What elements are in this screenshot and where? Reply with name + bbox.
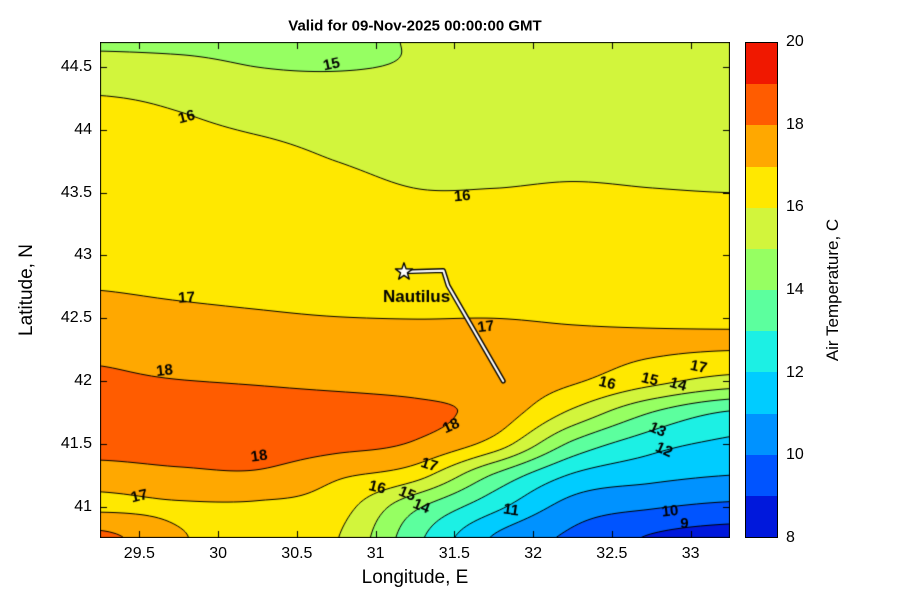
colorbar-tick-label: 10: [786, 446, 804, 464]
x-tick-label: 29.5: [123, 545, 155, 562]
x-tick-label: 32: [524, 545, 543, 562]
x-axis-label: Longitude, E: [361, 567, 469, 588]
colorbar-band: [746, 454, 777, 496]
colorbar-band: [746, 372, 777, 414]
colorbar-tick-label: 20: [786, 33, 804, 50]
colorbar-band: [746, 166, 777, 208]
colorbar-tick-label: 16: [786, 198, 804, 216]
y-tick-label: 41.5: [60, 434, 92, 452]
y-tick-label: 44.5: [60, 58, 92, 76]
colorbar-label: Air Temperature, C: [823, 218, 842, 362]
colorbar-tick-label: 18: [786, 115, 804, 133]
x-tick-label: 33: [681, 545, 700, 562]
colorbar-band: [746, 413, 777, 455]
colorbar-tick-label: 12: [786, 363, 804, 381]
colorbar-band: [746, 125, 777, 167]
contour-plot-canvas: [100, 42, 730, 538]
colorbar-band: [746, 207, 777, 249]
colorbar-tick-label: 14: [786, 281, 804, 298]
x-tick-label: 32.5: [596, 545, 628, 562]
colorbar-band: [746, 495, 777, 538]
y-tick-label: 43: [74, 246, 92, 264]
x-tick-label: 31.5: [438, 545, 470, 562]
colorbar-band: [746, 331, 777, 373]
y-tick-label: 42: [74, 372, 92, 390]
y-tick-label: 43.5: [60, 183, 92, 201]
colorbar: [745, 42, 778, 538]
colorbar-band: [746, 84, 777, 126]
x-tick-label: 30.5: [281, 545, 313, 562]
y-tick-label: 42.5: [60, 309, 92, 327]
colorbar-tick-label: 8: [786, 529, 795, 546]
plot-title: Valid for 09-Nov-2025 00:00:00 GMT: [288, 17, 542, 35]
colorbar-band: [746, 43, 777, 85]
colorbar-band: [746, 248, 777, 291]
x-tick-label: 31: [366, 545, 385, 562]
x-tick-label: 30: [209, 545, 228, 562]
colorbar-band: [746, 290, 777, 332]
y-tick-label: 41: [74, 497, 92, 515]
y-tick-label: 44: [74, 120, 92, 138]
